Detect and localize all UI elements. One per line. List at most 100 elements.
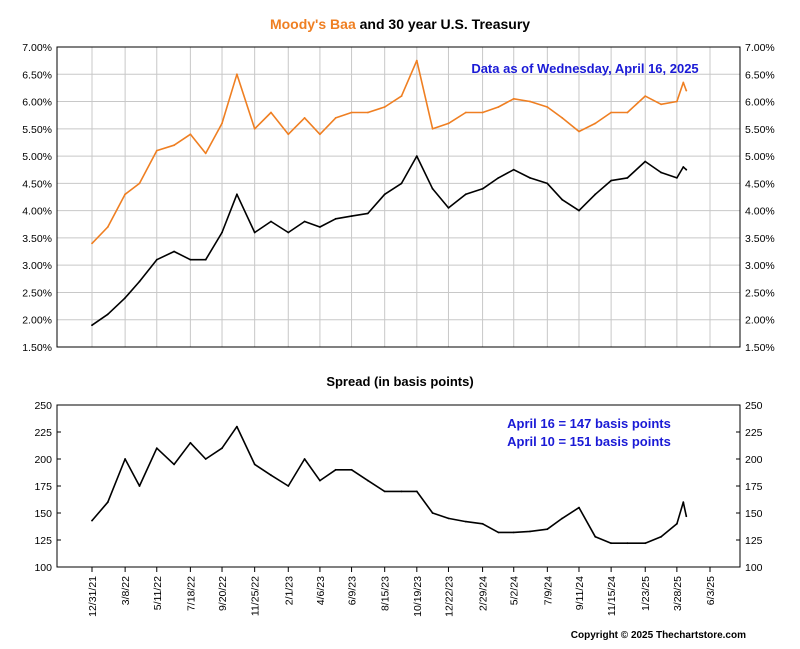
spread-y-tick-label-right: 150 [745, 508, 763, 520]
spread-point [287, 485, 290, 487]
spread-y-tick-label-left: 125 [34, 535, 52, 547]
top-y-tick-label-right: 5.50% [745, 124, 775, 136]
treasury-point [676, 177, 678, 179]
spread-x-tick-label: 3/8/22 [120, 576, 132, 605]
spread-y-tick-label-right: 250 [745, 400, 763, 412]
spread-point [481, 522, 484, 525]
spread-point [270, 474, 272, 477]
top-y-tick-label-right: 5.00% [745, 151, 775, 163]
spread-point [253, 463, 256, 466]
spread-x-tick-label: 2/1/23 [283, 576, 295, 605]
top-y-tick-label-right: 6.00% [745, 97, 775, 109]
spread-x-tick-label: 12/31/21 [87, 576, 99, 617]
treasury-point [270, 220, 272, 223]
baa-point [155, 149, 158, 152]
spread-point [529, 530, 531, 533]
baa-point [644, 95, 647, 97]
spread-y-tick-label-left: 225 [34, 427, 52, 439]
spread-y-tick-label-left: 175 [34, 481, 52, 493]
top-y-tick-label-left: 3.00% [22, 260, 52, 272]
baa-point [91, 242, 93, 245]
treasury-point [644, 160, 647, 163]
top-y-tick-label-left: 2.50% [22, 287, 52, 299]
treasury-point [91, 324, 93, 327]
treasury-point [367, 212, 369, 215]
top-y-tick-label-right: 2.00% [745, 315, 775, 327]
spread-annotation-apr10: April 10 = 151 basis points [507, 434, 671, 449]
spread-point [578, 506, 580, 509]
top-y-axis-left: 1.50% 2.00% 2.50% 3.00% 3.50% 4.00% 4.50% 5.00%… [22, 42, 52, 354]
treasury-point [173, 250, 176, 253]
spread-point [644, 542, 647, 545]
baa-series-line [91, 59, 688, 244]
baa-point [221, 122, 223, 125]
spread-y-axis-left: 100 125 150 175 200 225 250 [34, 400, 61, 574]
baa-point [400, 95, 403, 97]
spread-point [512, 531, 515, 534]
treasury-point [334, 217, 337, 220]
spread-chart-title: Spread (in basis points) [326, 374, 473, 389]
spread-point [173, 463, 176, 466]
spread-y-tick-label-right: 200 [745, 454, 763, 466]
spread-point [561, 517, 564, 520]
top-series [91, 59, 688, 327]
treasury-point [124, 297, 126, 299]
title-treasury-part: and 30 year U.S. Treasury [356, 16, 531, 32]
spread-y-tick-label-left: 100 [34, 562, 52, 574]
baa-point [660, 103, 662, 106]
spread-point [189, 441, 192, 444]
treasury-point [529, 177, 531, 179]
treasury-point [400, 182, 403, 185]
top-y-tick-label-right: 4.00% [745, 206, 775, 218]
spread-point [91, 519, 93, 522]
spread-x-tick-label: 2/29/24 [478, 576, 490, 611]
spread-point [334, 468, 337, 471]
baa-point [303, 117, 306, 119]
spread-x-tick-label: 1/23/25 [640, 576, 652, 611]
spread-point [626, 542, 629, 545]
top-y-tick-label-left: 6.00% [22, 97, 52, 109]
spread-x-tick-label: 11/15/24 [606, 576, 618, 616]
treasury-point [106, 313, 109, 316]
spread-point [685, 515, 688, 518]
treasury-point [447, 207, 450, 209]
spread-point [204, 458, 207, 460]
top-plot-frame [56, 46, 741, 348]
baa-point [204, 152, 207, 155]
baa-point [189, 133, 192, 136]
treasury-point [497, 177, 500, 179]
spread-x-axis: 12/31/21 3/8/22 5/11/22 7/18/22 9/20/22 11/25… [87, 567, 717, 617]
baa-point [319, 133, 321, 136]
top-y-tick-label-left: 3.50% [22, 233, 52, 245]
treasury-point [610, 179, 612, 182]
baa-point [367, 111, 369, 114]
treasury-point [415, 155, 418, 158]
baa-point [287, 133, 290, 136]
baa-point [464, 111, 467, 114]
baa-point [610, 111, 612, 114]
spread-point [236, 425, 238, 428]
spread-point [383, 490, 386, 493]
spread-point [303, 458, 306, 460]
treasury-point [383, 193, 386, 196]
spread-y-axis-right: 100 125 150 175 200 225 250 [736, 400, 763, 574]
baa-point [415, 59, 418, 62]
treasury-point [138, 280, 141, 283]
top-y-tick-label-left: 4.00% [22, 206, 52, 218]
spread-x-tick-label: 3/28/25 [672, 576, 684, 611]
spread-point [106, 501, 109, 504]
top-y-tick-label-left: 5.50% [22, 124, 52, 136]
baa-point [561, 117, 564, 119]
spread-x-tick-label: 5/2/24 [509, 576, 521, 605]
spread-point [546, 528, 549, 531]
top-y-tick-label-right: 1.50% [745, 342, 775, 354]
treasury-point [546, 182, 549, 185]
baa-point [578, 130, 580, 133]
treasury-point [431, 187, 434, 190]
spread-point [610, 542, 612, 545]
baa-point [546, 106, 549, 108]
treasury-point [236, 193, 238, 196]
baa-point [685, 89, 688, 92]
spread-x-tick-label: 9/20/22 [217, 576, 229, 611]
treasury-point [512, 168, 515, 171]
